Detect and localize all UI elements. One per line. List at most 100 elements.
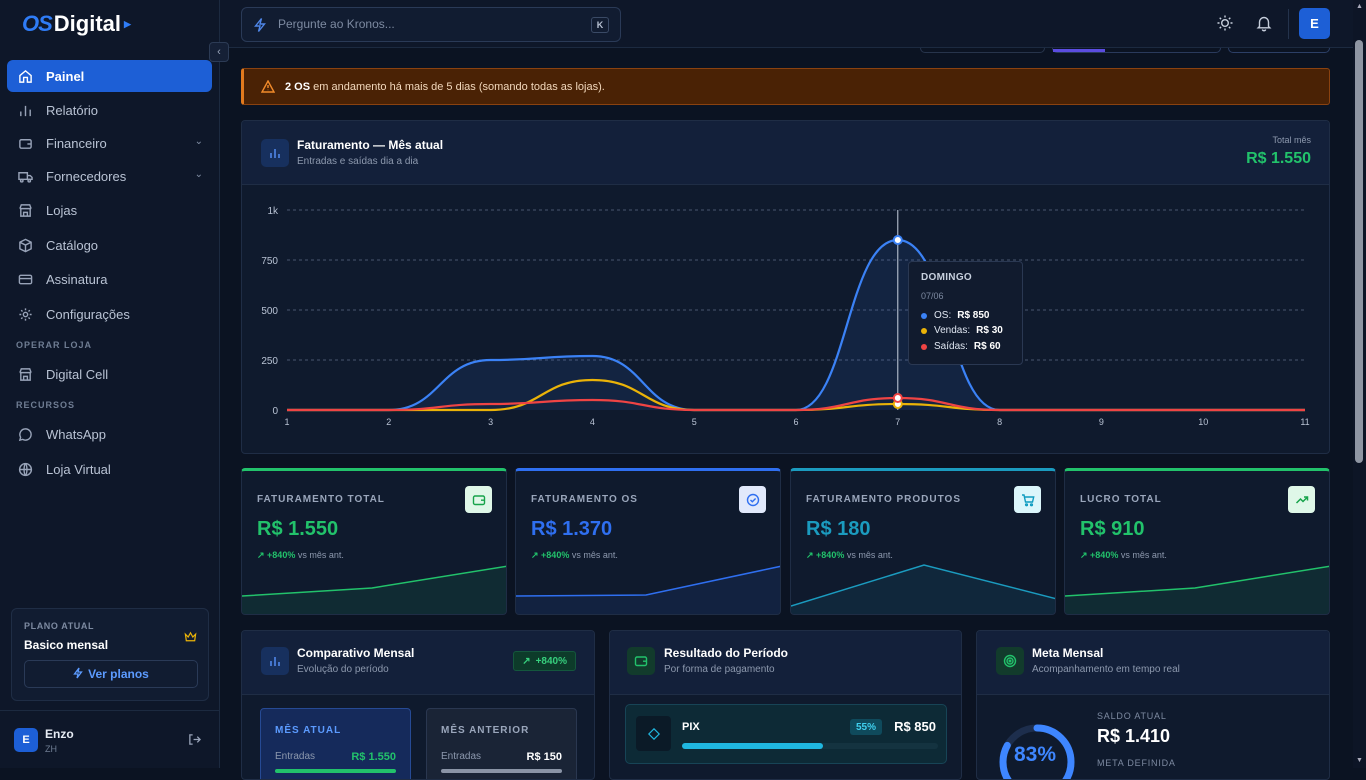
comparativo-subtitle: Evolução do período (297, 664, 389, 675)
total-value: R$ 1.550 (1246, 150, 1311, 167)
kpi-sparkline (516, 565, 780, 614)
kpi-delta-value: +840% (1090, 550, 1119, 560)
tooltip-value: R$ 30 (976, 325, 1003, 336)
x-tick-label: 3 (488, 417, 493, 427)
wallet-icon (627, 647, 655, 675)
kpi-delta-value: +840% (267, 550, 296, 560)
logo-digital: Digital (53, 11, 122, 36)
y-tick-label: 750 (261, 256, 278, 267)
credit-card-icon (17, 271, 33, 287)
sidebar-item-digital-cell[interactable]: Digital Cell (7, 358, 212, 390)
meta-percent: 83% (1014, 743, 1057, 766)
tooltip-row-os: OS: R$ 850 (921, 310, 989, 321)
sidebar-item-label: Catálogo (46, 237, 99, 253)
chart-title: Faturamento — Mês atual (297, 138, 444, 152)
sidebar-item-relatorio[interactable]: Relatório (7, 94, 212, 126)
sidebar-item-configuracoes[interactable]: Configurações (7, 298, 212, 330)
sidebar-item-whatsapp[interactable]: WhatsApp (7, 418, 212, 450)
pix-progress-track (682, 743, 938, 749)
tooltip-date: 07/06 (921, 291, 944, 301)
faturamento-chart[interactable]: 0 250 500 750 1k 1 2 3 4 5 6 7 8 9 10 11 (242, 185, 1330, 454)
tooltip-label: Saídas: (934, 341, 968, 352)
y-tick-label: 250 (261, 356, 278, 367)
trending-up-icon (1288, 486, 1315, 513)
search-input[interactable]: Pergunte ao Kronos... K (241, 7, 621, 42)
brand-logo[interactable]: OS Digital ▶ (22, 10, 131, 38)
sidebar-item-fornecedores[interactable]: Fornecedores ⌄ (7, 160, 212, 192)
comparativo-title: Comparativo Mensal (297, 646, 415, 660)
crown-icon (184, 630, 197, 648)
gear-icon (17, 306, 33, 322)
comparativo-card: Comparativo Mensal Evolução do período ↗… (241, 630, 595, 780)
mes-atual-value: R$ 1.550 (351, 751, 396, 763)
sidebar-item-loja-virtual[interactable]: Loja Virtual (7, 453, 212, 485)
logo-os: OS (22, 11, 53, 36)
chart-subtitle: Entradas e saídas dia a dia (297, 156, 419, 167)
sidebar-item-assinatura[interactable]: Assinatura (7, 263, 212, 295)
ver-planos-button[interactable]: Ver planos (24, 660, 198, 688)
sidebar-item-label: Lojas (46, 202, 78, 218)
page-scrollbar[interactable]: ▲ ▼ (1353, 0, 1366, 768)
bell-icon[interactable] (1255, 14, 1273, 37)
kpi-delta: ↗ +840% vs mês ant. (531, 550, 618, 560)
sun-icon[interactable] (1216, 14, 1234, 37)
bolt-icon (253, 17, 267, 38)
kpi-label: LUCRO TOTAL (1080, 494, 1162, 505)
sidebar-item-label: Fornecedores (46, 168, 127, 184)
scrollbar-thumb[interactable] (1355, 40, 1363, 463)
target-icon (996, 647, 1024, 675)
series-line-saídas (286, 396, 1305, 412)
period-toggle-active (1053, 49, 1105, 52)
pix-payment-row: PIX 55% R$ 850 (625, 704, 947, 764)
kpi-delta-value: +840% (541, 550, 570, 560)
meta-subtitle: Acompanhamento em tempo real (1032, 664, 1180, 675)
check-circle-icon (739, 486, 766, 513)
sidebar-item-lojas[interactable]: Lojas (7, 194, 212, 226)
bar-chart-icon (17, 102, 33, 118)
store-icon (17, 202, 33, 218)
sidebar-item-label: Configurações (46, 306, 130, 322)
store-icon (17, 366, 33, 382)
kpi-lucro-total: LUCRO TOTAL R$ 910 ↗ +840% vs mês ant. (1064, 468, 1330, 615)
scroll-down-icon[interactable]: ▼ (1356, 757, 1363, 764)
comparativo-header: Comparativo Mensal Evolução do período ↗… (242, 631, 594, 695)
kpi-value: R$ 910 (1080, 518, 1145, 540)
chevron-down-icon: ⌄ (194, 136, 203, 147)
kpi-delta: ↗ +840% vs mês ant. (1080, 550, 1167, 560)
sidebar-item-label: Relatório (46, 102, 99, 118)
kpi-faturamento-os: FATURAMENTO OS R$ 1.370 ↗ +840% vs mês a… (515, 468, 781, 615)
resultado-subtitle: Por forma de pagamento (664, 664, 775, 675)
sidebar-item-label: Digital Cell (46, 366, 109, 382)
alert-banner: 2 OS em andamento há mais de 5 dias (som… (241, 68, 1330, 105)
meta-title: Meta Mensal (1032, 646, 1104, 660)
mes-anterior-value: R$ 150 (526, 751, 562, 763)
collapse-sidebar-button[interactable]: ‹ (209, 42, 229, 62)
series-line-os (286, 238, 1305, 412)
kpi-delta-text: vs mês ant. (844, 550, 893, 560)
avatar[interactable]: E (14, 728, 38, 752)
sidebar: OS Digital ▶ Painel Relatório Financeiro… (0, 0, 220, 768)
topbar-divider (1288, 9, 1289, 39)
hover-point-saídas (892, 393, 903, 403)
growth-badge-value: +840% (535, 655, 567, 667)
mes-atual-box: MÊS ATUAL Entradas R$ 1.550 (260, 708, 411, 779)
sidebar-item-catalogo[interactable]: Catálogo (7, 229, 212, 261)
x-tick-label: 6 (793, 417, 798, 427)
kpi-delta: ↗ +840% vs mês ant. (257, 550, 344, 560)
mes-anterior-title: MÊS ANTERIOR (441, 725, 530, 736)
hover-point-os (892, 235, 903, 245)
kpi-label: FATURAMENTO TOTAL (257, 494, 385, 505)
sidebar-item-financeiro[interactable]: Financeiro ⌄ (7, 127, 212, 159)
sidebar-item-label: Painel (46, 68, 85, 84)
tooltip-label: Vendas: (934, 325, 971, 336)
scroll-up-icon[interactable]: ▲ (1356, 3, 1363, 10)
cart-icon (1014, 486, 1041, 513)
user-avatar[interactable]: E (1299, 8, 1330, 39)
sidebar-item-label: WhatsApp (46, 426, 106, 442)
sidebar-item-painel[interactable]: Painel (7, 60, 212, 92)
x-tick-label: 10 (1198, 417, 1208, 427)
meta-definida-label: META DEFINIDA (1097, 758, 1176, 768)
mes-anterior-bar (441, 769, 562, 773)
bar-chart-icon (261, 139, 289, 167)
logout-icon[interactable] (188, 733, 201, 751)
